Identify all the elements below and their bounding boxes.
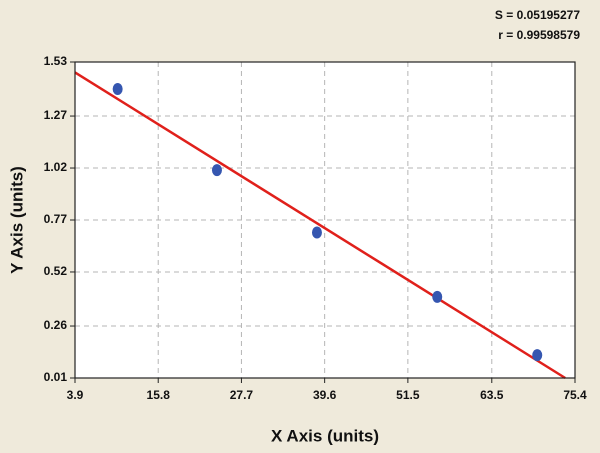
x-tick-label: 39.6: [313, 388, 337, 402]
annotation: r = 0.99598579: [498, 28, 580, 42]
point: [432, 290, 443, 303]
marks: [74, 71, 566, 380]
y-tick-label: 0.77: [44, 212, 68, 226]
y-tick-label: 1.53: [44, 54, 68, 68]
x-axis-title: X Axis (units): [271, 426, 379, 445]
x-tick-label: 3.9: [67, 388, 84, 402]
point: [211, 164, 222, 177]
x-tick-label: 15.8: [147, 388, 171, 402]
fit-line: [74, 71, 566, 380]
x-tick-label: 27.7: [230, 388, 254, 402]
y-tick-label: 0.52: [44, 264, 68, 278]
y-axis-title: Y Axis (units): [7, 166, 26, 274]
point: [311, 226, 322, 239]
x-tick-label: 51.5: [396, 388, 420, 402]
annotation: S = 0.05195277: [495, 8, 580, 22]
x-tick-label: 63.5: [480, 388, 504, 402]
y-tick-label: 1.27: [44, 108, 68, 122]
y-tick-label: 1.02: [44, 160, 68, 174]
y-tick-label: 0.26: [44, 318, 68, 332]
point: [532, 349, 543, 362]
point: [112, 83, 123, 96]
y-tick-label: 0.01: [44, 370, 68, 384]
x-tick-label: 75.4: [563, 388, 587, 402]
